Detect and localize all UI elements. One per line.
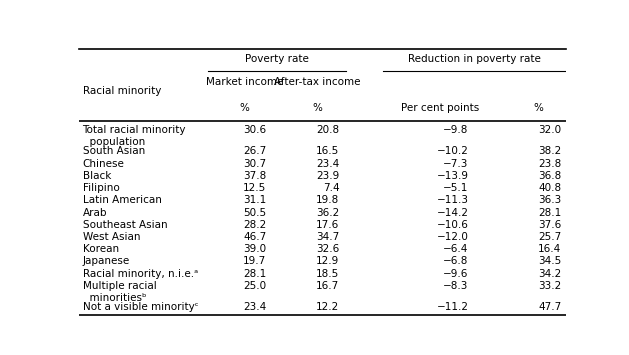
Text: −10.6: −10.6 [437,220,469,230]
Text: 50.5: 50.5 [243,208,266,218]
Text: 25.7: 25.7 [538,232,561,242]
Text: Chinese: Chinese [82,159,125,169]
Text: −5.1: −5.1 [443,183,469,193]
Text: 28.1: 28.1 [243,269,266,279]
Text: Southeast Asian: Southeast Asian [82,220,167,230]
Text: 25.0: 25.0 [243,281,266,291]
Text: 28.2: 28.2 [243,220,266,230]
Text: 19.7: 19.7 [243,257,266,267]
Text: Market income: Market income [206,77,283,87]
Text: 39.0: 39.0 [243,244,266,254]
Text: 26.7: 26.7 [243,146,266,156]
Text: Japanese: Japanese [82,257,130,267]
Text: −10.2: −10.2 [437,146,469,156]
Text: 37.8: 37.8 [243,171,266,181]
Text: 47.7: 47.7 [538,302,561,312]
Text: Arab: Arab [82,208,107,218]
Text: −6.4: −6.4 [443,244,469,254]
Text: 12.5: 12.5 [243,183,266,193]
Text: −6.8: −6.8 [443,257,469,267]
Text: 12.2: 12.2 [316,302,340,312]
Text: −8.3: −8.3 [443,281,469,291]
Text: 36.8: 36.8 [538,171,561,181]
Text: West Asian: West Asian [82,232,140,242]
Text: Latin American: Latin American [82,195,162,205]
Text: Poverty rate: Poverty rate [245,54,308,64]
Text: %: % [240,103,249,113]
Text: 36.2: 36.2 [316,208,340,218]
Text: %: % [533,103,543,113]
Text: Total racial minority
  population: Total racial minority population [82,125,186,147]
Text: 18.5: 18.5 [316,269,340,279]
Text: Reduction in poverty rate: Reduction in poverty rate [408,54,541,64]
Text: 32.6: 32.6 [316,244,340,254]
Text: 34.5: 34.5 [538,257,561,267]
Text: 16.7: 16.7 [316,281,340,291]
Text: Filipino: Filipino [82,183,120,193]
Text: −7.3: −7.3 [443,159,469,169]
Text: Racial minority, n.i.e.ᵃ: Racial minority, n.i.e.ᵃ [82,269,198,279]
Text: 23.8: 23.8 [538,159,561,169]
Text: −9.8: −9.8 [443,125,469,136]
Text: 23.9: 23.9 [316,171,340,181]
Text: 23.4: 23.4 [243,302,266,312]
Text: −9.6: −9.6 [443,269,469,279]
Text: 34.7: 34.7 [316,232,340,242]
Text: 16.5: 16.5 [316,146,340,156]
Text: 19.8: 19.8 [316,195,340,205]
Text: 12.9: 12.9 [316,257,340,267]
Text: −14.2: −14.2 [437,208,469,218]
Text: 34.2: 34.2 [538,269,561,279]
Text: 40.8: 40.8 [538,183,561,193]
Text: 17.6: 17.6 [316,220,340,230]
Text: Multiple racial
  minoritiesᵇ: Multiple racial minoritiesᵇ [82,281,156,302]
Text: 20.8: 20.8 [316,125,340,136]
Text: Korean: Korean [82,244,119,254]
Text: Per cent points: Per cent points [401,103,480,113]
Text: Black: Black [82,171,111,181]
Text: −11.3: −11.3 [437,195,469,205]
Text: 37.6: 37.6 [538,220,561,230]
Text: 38.2: 38.2 [538,146,561,156]
Text: −12.0: −12.0 [437,232,469,242]
Text: 46.7: 46.7 [243,232,266,242]
Text: 23.4: 23.4 [316,159,340,169]
Text: 33.2: 33.2 [538,281,561,291]
Text: 36.3: 36.3 [538,195,561,205]
Text: Not a visible minorityᶜ: Not a visible minorityᶜ [82,302,198,312]
Text: 32.0: 32.0 [538,125,561,136]
Text: −11.2: −11.2 [437,302,469,312]
Text: 16.4: 16.4 [538,244,561,254]
Text: Racial minority: Racial minority [82,86,161,96]
Text: −13.9: −13.9 [437,171,469,181]
Text: 30.7: 30.7 [243,159,266,169]
Text: After-tax income: After-tax income [274,77,361,87]
Text: %: % [313,103,323,113]
Text: South Asian: South Asian [82,146,145,156]
Text: 31.1: 31.1 [243,195,266,205]
Text: 7.4: 7.4 [323,183,340,193]
Text: 30.6: 30.6 [243,125,266,136]
Text: 28.1: 28.1 [538,208,561,218]
